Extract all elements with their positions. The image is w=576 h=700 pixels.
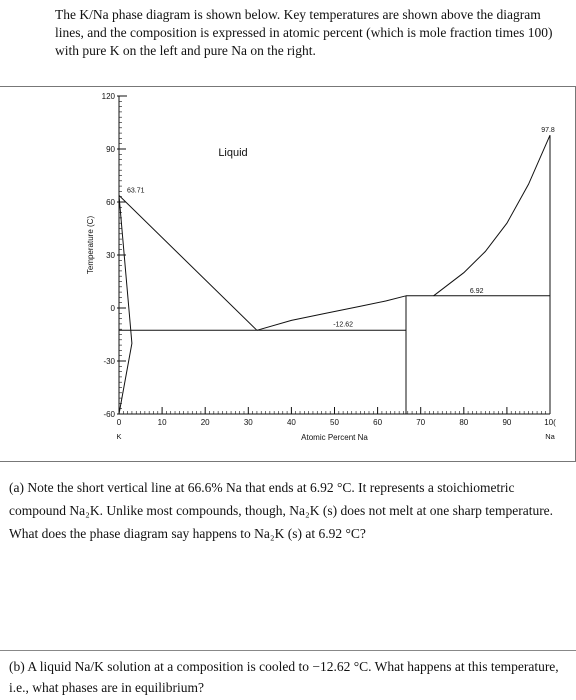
phase-line-3 — [433, 134, 551, 297]
x-tick-label: 60 — [373, 418, 382, 427]
endpoint-label-k: K — [116, 432, 121, 441]
y-tick-label: 0 — [111, 304, 116, 313]
x-tick-label: 50 — [330, 418, 339, 427]
y-tick-label: 30 — [106, 251, 115, 260]
phase-line-0 — [118, 195, 258, 331]
annotation-label: 6.92 — [470, 288, 484, 295]
annotation-label: -12.62 — [333, 321, 353, 328]
x-tick-label: 40 — [287, 418, 296, 427]
y-tick-label: 90 — [106, 145, 115, 154]
question-a-text: (a) Note the short vertical line at 66.6… — [9, 480, 554, 541]
x-tick-label: 10 — [158, 418, 167, 427]
liquid-region-label: Liquid — [218, 147, 247, 159]
x-tick-label: 30 — [244, 418, 253, 427]
annotation-label: 63.71 — [127, 187, 145, 194]
y-tick-label: 120 — [102, 92, 116, 101]
y-axis-label: Temperature (C) — [86, 216, 95, 275]
divider — [0, 650, 576, 651]
question-b-text: (b) A liquid Na/K solution at a composit… — [9, 659, 559, 695]
x-tick-label: 10( — [544, 418, 556, 427]
x-axis-label: Atomic Percent Na — [301, 433, 368, 442]
x-tick-label: 80 — [459, 418, 468, 427]
y-tick-label: -30 — [103, 357, 115, 366]
phase-line-1 — [256, 295, 407, 331]
annotation-label: 97.8 — [541, 127, 555, 134]
phase-line-7 — [118, 195, 133, 415]
y-tick-label: -60 — [103, 410, 115, 419]
x-tick-label: 90 — [502, 418, 511, 427]
endpoint-label-na: Na — [545, 432, 555, 441]
y-tick-label: 60 — [106, 198, 115, 207]
x-tick-label: 20 — [201, 418, 210, 427]
x-tick-label: 70 — [416, 418, 425, 427]
intro-text: The K/Na phase diagram is shown below. K… — [55, 7, 553, 58]
x-tick-label: 0 — [117, 418, 122, 427]
